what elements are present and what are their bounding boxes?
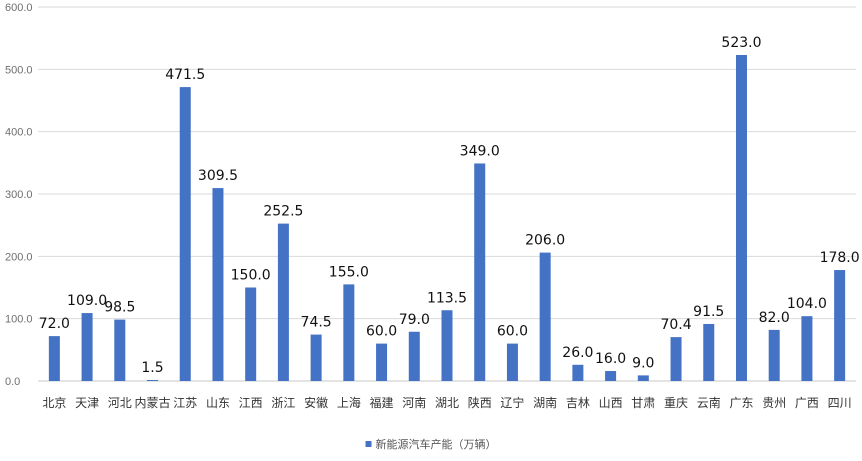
bar xyxy=(147,380,159,381)
data-label: 60.0 xyxy=(497,324,528,340)
legend: 新能源汽车产能（万辆） xyxy=(365,437,497,451)
x-tick-label: 陕西 xyxy=(468,395,492,410)
data-label: 349.0 xyxy=(460,143,500,159)
bars xyxy=(48,54,846,382)
data-label: 26.0 xyxy=(562,345,593,361)
data-label: 98.5 xyxy=(104,300,135,316)
bar xyxy=(605,371,617,381)
x-tick-label: 上海 xyxy=(337,395,361,410)
x-tick-label: 河南 xyxy=(402,395,426,410)
data-label: 70.4 xyxy=(660,317,691,333)
bar xyxy=(670,337,682,381)
x-tick-label: 江苏 xyxy=(173,396,197,410)
data-label: 16.0 xyxy=(595,351,626,367)
x-tick-label: 山东 xyxy=(206,396,230,410)
bar xyxy=(539,252,551,381)
bar xyxy=(441,310,453,381)
bar xyxy=(474,163,486,381)
data-label: 72.0 xyxy=(39,316,70,332)
bar xyxy=(212,188,224,381)
x-tick-label: 重庆 xyxy=(664,396,688,410)
x-tick-label: 河北 xyxy=(108,396,132,410)
legend-marker xyxy=(365,441,372,447)
data-label: 178.0 xyxy=(820,250,860,266)
x-tick-label: 北京 xyxy=(42,396,66,410)
gridlines xyxy=(38,6,856,382)
bar xyxy=(834,270,846,381)
x-tick-label: 内蒙古 xyxy=(135,395,171,410)
x-tick-label: 福建 xyxy=(370,395,394,410)
x-tick-label: 四川 xyxy=(828,396,852,410)
bar xyxy=(637,375,649,381)
x-tick-label: 广东 xyxy=(729,396,753,410)
data-label: 155.0 xyxy=(329,264,369,280)
bar xyxy=(310,334,322,381)
bar xyxy=(801,316,813,381)
data-label: 206.0 xyxy=(525,233,565,249)
data-label: 471.5 xyxy=(165,67,205,83)
x-tick-label: 天津 xyxy=(75,396,99,410)
data-label: 60.0 xyxy=(366,324,397,340)
bar xyxy=(506,343,518,381)
bar xyxy=(408,331,420,381)
bar xyxy=(277,223,289,381)
x-tick-label: 甘肃 xyxy=(631,396,655,410)
data-labels: 72.0 109.098.5 1.5 471.5 309.5 150.0 252.5 74.5… xyxy=(39,35,860,376)
bar xyxy=(768,329,780,381)
data-label: 113.5 xyxy=(427,290,467,306)
data-label: 9.0 xyxy=(632,355,654,371)
x-tick-label: 辽宁 xyxy=(500,395,524,410)
data-label: 309.5 xyxy=(198,168,238,184)
x-tick-label: 广西 xyxy=(795,396,819,410)
bar xyxy=(572,364,584,381)
data-label: 252.5 xyxy=(263,204,303,220)
data-label: 79.0 xyxy=(399,312,430,328)
data-label: 1.5 xyxy=(141,360,163,376)
y-tick-label: 100.0 xyxy=(5,314,33,326)
y-tick-label: 500.0 xyxy=(5,64,33,76)
bar xyxy=(376,343,388,381)
data-label: 150.0 xyxy=(231,268,271,284)
data-label: 109.0 xyxy=(67,293,107,309)
data-label: 91.5 xyxy=(693,304,724,320)
y-tick-label: 0.0 xyxy=(5,376,20,388)
x-tick-label: 江西 xyxy=(239,396,263,410)
y-axis-ticks: 0.0 100.0 200.0 300.0 400.0 500.0 600.0 xyxy=(5,2,33,388)
data-label: 104.0 xyxy=(787,296,827,312)
y-tick-label: 200.0 xyxy=(5,251,33,263)
legend-label: 新能源汽车产能（万辆） xyxy=(376,437,497,451)
bar xyxy=(114,319,126,381)
x-tick-label: 安徽 xyxy=(304,395,328,410)
bar xyxy=(245,287,257,381)
x-tick-label: 湖南 xyxy=(533,395,557,410)
x-tick-label: 贵州 xyxy=(762,396,786,410)
y-tick-label: 300.0 xyxy=(5,189,33,201)
y-tick-label: 400.0 xyxy=(5,127,33,139)
data-label: 82.0 xyxy=(759,310,790,326)
bar xyxy=(179,87,191,382)
x-tick-label: 云南 xyxy=(697,395,721,410)
bar xyxy=(735,54,747,381)
x-tick-label: 湖北 xyxy=(435,395,459,410)
y-tick-label: 600.0 xyxy=(5,2,33,14)
x-tick-label: 吉林 xyxy=(566,396,590,410)
bar xyxy=(48,336,60,381)
data-label: 523.0 xyxy=(721,35,761,51)
x-tick-label: 浙江 xyxy=(271,396,295,410)
bar xyxy=(703,323,715,381)
x-axis-ticks: 北京 天津 河北 内蒙古 江苏 山东 江西 浙江 安徽 上海 福建 河南 湖北 陕西 辽宁 湖南 吉林 山西 甘肃重… xyxy=(42,395,851,410)
x-tick-label: 山西 xyxy=(599,396,623,410)
bar xyxy=(81,313,93,381)
data-label: 74.5 xyxy=(301,315,332,331)
bar xyxy=(343,284,355,381)
